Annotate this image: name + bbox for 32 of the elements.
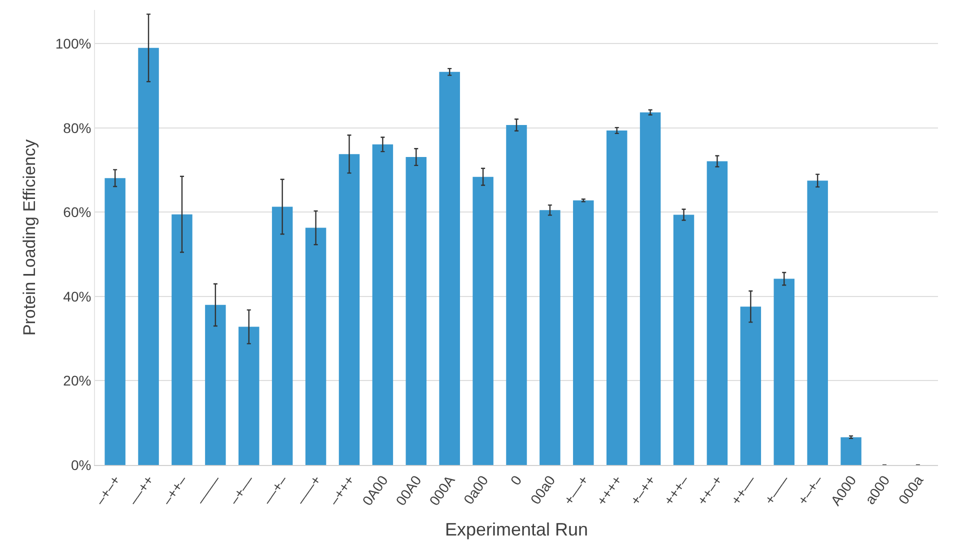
bar [774,278,794,465]
bar [238,326,260,465]
y-tick-label: 20% [63,372,92,389]
bar [606,130,628,465]
bar [338,154,360,465]
y-tick-label: 40% [63,288,92,304]
y-tick-label: 0% [70,456,92,473]
y-tick-label: 100% [55,36,92,52]
bar [673,214,694,465]
x-axis-title: Experimental Run [444,519,588,540]
y-tick-label: 80% [63,120,92,136]
bar [305,228,326,465]
y-tick-label: 60% [63,204,92,220]
bar [740,306,762,465]
y-axis-title: Protein Loading Efficiency [20,138,39,336]
bar [172,214,192,465]
bar [372,144,394,465]
bar [104,178,126,465]
bar [840,437,862,465]
bar [472,176,494,465]
bar [540,210,560,465]
bar [807,180,828,465]
bar [506,125,527,465]
bar [138,48,159,465]
bar [205,304,226,465]
bar [573,200,594,465]
bar [706,161,728,465]
bar [640,112,661,465]
x-tick-label: 0 [507,472,525,488]
bar [272,206,293,465]
bar [439,72,460,465]
bar [406,157,427,465]
